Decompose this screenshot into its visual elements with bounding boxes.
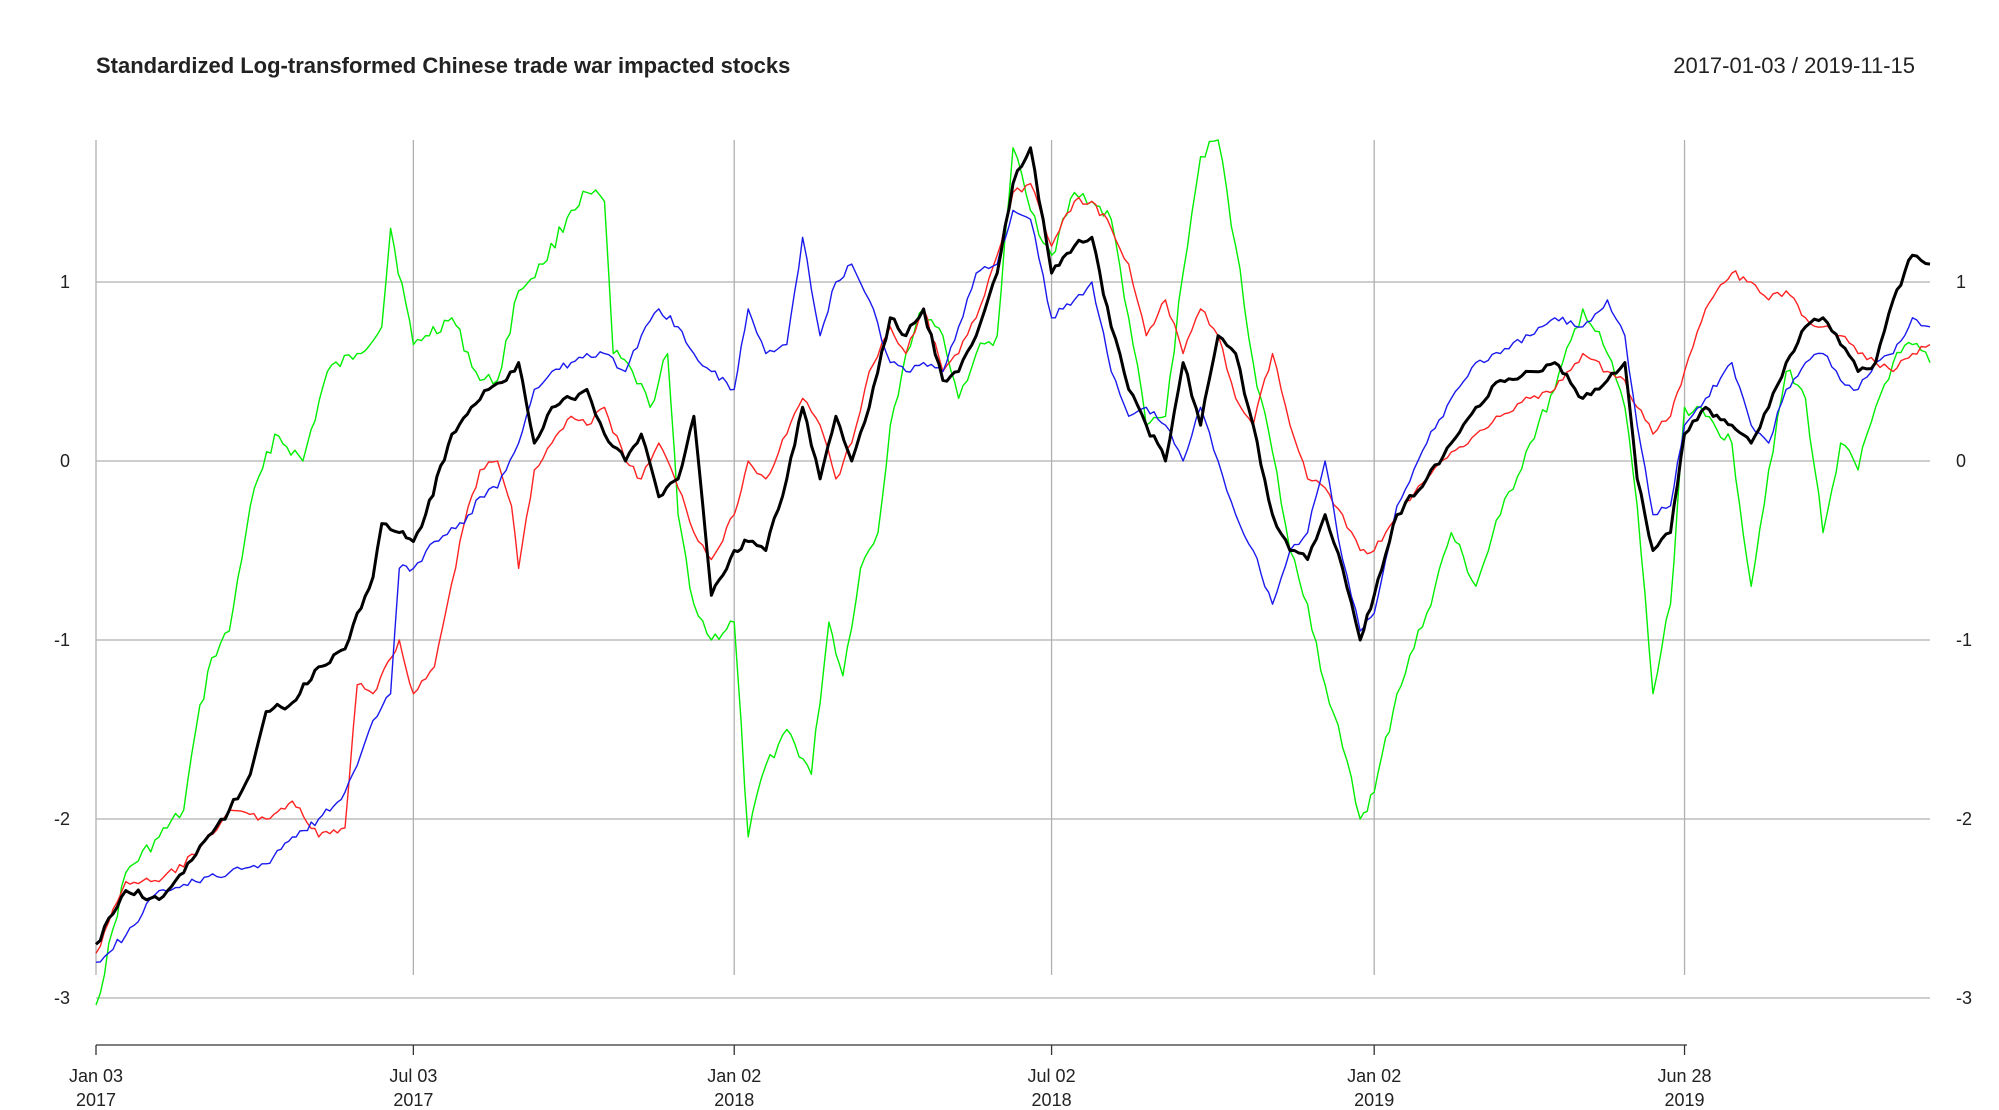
x-tick-year-label: 2019 (1354, 1090, 1394, 1110)
chart-title: Standardized Log-transformed Chinese tra… (96, 53, 790, 78)
y-tick-label-right: -2 (1956, 809, 1972, 829)
y-tick-label-left: -2 (54, 809, 70, 829)
x-tick-year-label: 2018 (1032, 1090, 1072, 1110)
x-tick-label: Jul 02 (1028, 1066, 1076, 1086)
x-tick-label: Jan 03 (69, 1066, 123, 1086)
y-tick-label-right: -1 (1956, 630, 1972, 650)
y-tick-label-left: -1 (54, 630, 70, 650)
x-tick-label: Jan 02 (707, 1066, 761, 1086)
x-tick-year-label: 2019 (1665, 1090, 1705, 1110)
x-tick-label: Jan 02 (1347, 1066, 1401, 1086)
series-line (95, 182, 1931, 954)
x-tick-year-label: 2018 (714, 1090, 754, 1110)
y-tick-label-left: -3 (54, 988, 70, 1008)
series-line (95, 139, 1931, 1006)
x-tick-label: Jun 28 (1658, 1066, 1712, 1086)
series-layer (94, 139, 1931, 1006)
y-tick-label-right: -3 (1956, 988, 1972, 1008)
x-tick-year-label: 2017 (393, 1090, 433, 1110)
x-tick-year-label: 2017 (76, 1090, 116, 1110)
series-line (94, 146, 1931, 946)
y-tick-label-right: 1 (1956, 272, 1966, 292)
axis-layer: 1 1 0 0 -1 -1 -2 -2 -3 -3 Jan 03 2017 Jul 03 2017 Jan … (54, 272, 1972, 1110)
y-tick-label-left: 0 (60, 451, 70, 471)
grid-layer (95, 140, 1930, 999)
date-range-label: 2017-01-03 / 2019-11-15 (1673, 53, 1915, 78)
y-tick-label-right: 0 (1956, 451, 1966, 471)
x-tick-label: Jul 03 (389, 1066, 437, 1086)
series-line (95, 209, 1931, 963)
y-tick-label-left: 1 (60, 272, 70, 292)
